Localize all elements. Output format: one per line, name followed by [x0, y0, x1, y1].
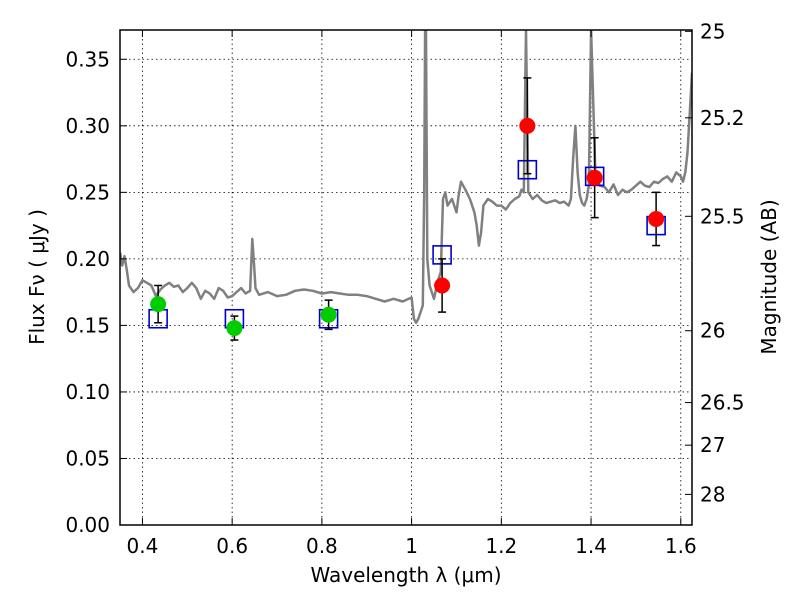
right-tick-label: 27	[700, 433, 725, 457]
right-tick-label: 25.2	[700, 106, 745, 130]
red-data-point	[434, 277, 451, 294]
y-tick-label: 0.10	[65, 380, 110, 404]
y-tick-label: 0.30	[65, 114, 110, 138]
x-tick-label: 1.4	[575, 534, 607, 558]
model-spectrum-line	[120, 30, 692, 324]
x-tick-label: 0.8	[306, 534, 338, 558]
y-tick-label: 0.35	[65, 47, 110, 71]
right-tick-label: 25	[700, 19, 725, 43]
green-data-point	[320, 306, 337, 323]
y-axis: 0.00 0.05 0.10 0.15 0.20 0.25 0.30 0.35	[65, 47, 127, 537]
red-data-point	[519, 117, 536, 134]
grid-lines	[120, 30, 692, 526]
plot-frame	[119, 29, 693, 526]
x-axis-label: Wavelength λ (μm)	[310, 563, 501, 587]
y-tick-label: 0.15	[65, 313, 110, 337]
y-tick-label: 0.05	[65, 446, 110, 470]
x-tick-label: 1	[405, 534, 418, 558]
right-tick-label: 26.5	[700, 391, 745, 415]
x-tick-label: 1.6	[665, 534, 697, 558]
y-tick-label: 0.20	[65, 247, 110, 271]
x-tick-label: 0.6	[216, 534, 248, 558]
green-data-point	[150, 296, 167, 313]
right-tick-label: 28	[700, 482, 725, 506]
right-axis-label: Magnitude (AB)	[757, 199, 781, 354]
red-data-point	[586, 169, 603, 186]
plot-area	[120, 30, 692, 341]
x-tick-label: 0.4	[127, 534, 159, 558]
right-tick-label: 26	[700, 319, 725, 343]
y-tick-label: 0.25	[65, 180, 110, 204]
x-axis: 0.4 0.6 0.8 1 1.2 1.4 1.6	[127, 30, 697, 558]
y-tick-label: 0.00	[65, 513, 110, 537]
y-axis-label: Flux Fν ( μJy )	[25, 209, 49, 345]
x-tick-label: 1.2	[485, 534, 517, 558]
right-tick-label: 25.5	[700, 204, 745, 228]
green-data-point	[226, 320, 243, 337]
right-axis: 25 25.2 25.5 26 26.5 27 28	[685, 19, 745, 506]
red-data-point	[648, 210, 665, 227]
